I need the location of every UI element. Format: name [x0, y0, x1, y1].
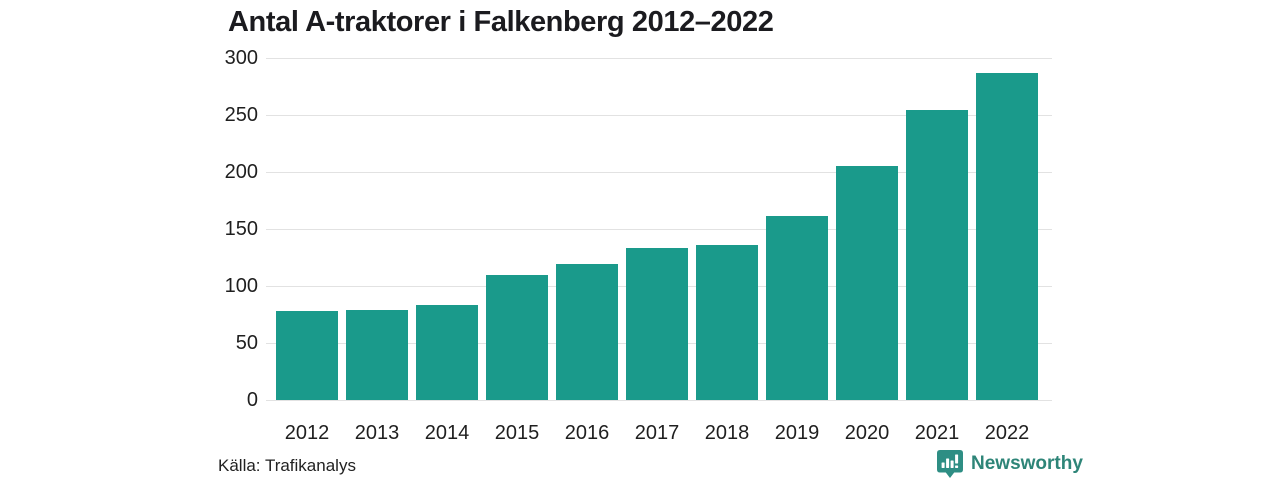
gridline-y-0	[266, 400, 1052, 401]
gridline-y-150	[266, 229, 1052, 230]
y-tick-label-150: 150	[224, 218, 258, 240]
x-tick-label-2015: 2015	[494, 422, 540, 444]
y-tick-label-300: 300	[224, 47, 258, 69]
x-tick-label-2017: 2017	[634, 422, 680, 444]
bar-2017	[626, 248, 688, 400]
x-tick-label-2022: 2022	[984, 422, 1030, 444]
source-label: Källa: Trafikanalys	[218, 456, 356, 475]
gridline-y-300	[266, 58, 1052, 59]
bar-2015	[486, 275, 548, 400]
bar-2019	[766, 216, 828, 400]
x-tick-label-2013: 2013	[354, 422, 400, 444]
bar-2013	[346, 310, 408, 400]
gridline-y-200	[266, 172, 1052, 173]
x-tick-label-2018: 2018	[704, 422, 750, 444]
x-tick-label-2019: 2019	[774, 422, 820, 444]
x-tick-label-2014: 2014	[424, 422, 470, 444]
y-tick-label-50: 50	[235, 332, 258, 354]
bar-2012	[276, 311, 338, 400]
bar-2021	[906, 110, 968, 400]
bar-2020	[836, 166, 898, 400]
newsworthy-label: Newsworthy	[971, 453, 1083, 474]
x-tick-label-2012: 2012	[284, 422, 330, 444]
x-tick-label-2016: 2016	[564, 422, 610, 444]
bar-2022	[976, 73, 1038, 400]
y-tick-label-200: 200	[224, 161, 258, 183]
newsworthy-logo: Newsworthy	[936, 449, 1083, 479]
newsworthy-speech-bubble-chart-icon	[936, 449, 964, 479]
bar-2016	[556, 264, 618, 400]
y-tick-label-0: 0	[246, 389, 258, 411]
y-tick-label-100: 100	[224, 275, 258, 297]
bar-2014	[416, 305, 478, 400]
chart-title: Antal A-traktorer i Falkenberg 2012–2022	[228, 6, 774, 38]
bar-2018	[696, 245, 758, 400]
x-tick-label-2020: 2020	[844, 422, 890, 444]
gridline-y-250	[266, 115, 1052, 116]
x-tick-label-2021: 2021	[914, 422, 960, 444]
y-tick-label-250: 250	[224, 104, 258, 126]
